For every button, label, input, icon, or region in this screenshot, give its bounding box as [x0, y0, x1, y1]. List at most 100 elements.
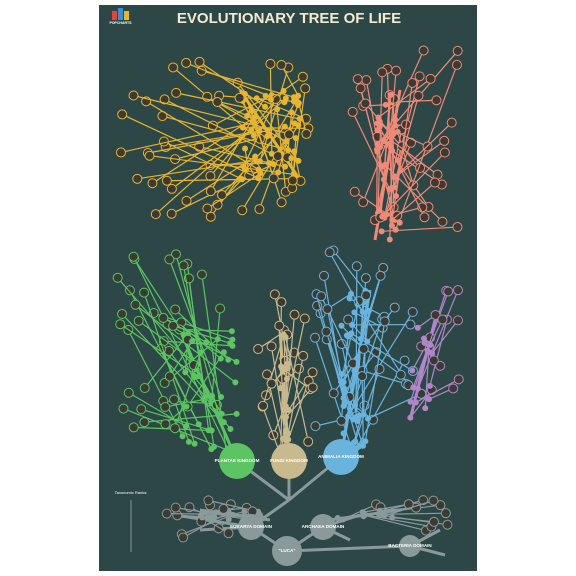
species-node — [168, 320, 179, 331]
branch-node — [283, 437, 290, 444]
species-node — [196, 269, 207, 280]
branch — [364, 321, 386, 442]
species-node — [443, 286, 454, 297]
species-node — [360, 98, 371, 109]
species-node — [160, 402, 171, 413]
species-node — [115, 147, 126, 158]
species-node — [181, 195, 192, 206]
branch — [285, 387, 314, 418]
domain-node — [399, 535, 421, 557]
branch-node — [288, 155, 295, 162]
branch-node — [262, 92, 269, 99]
species-node — [170, 304, 181, 315]
species-node — [430, 309, 441, 320]
branch-node — [232, 379, 239, 386]
species-node — [181, 57, 192, 68]
species-node — [266, 378, 277, 389]
species-node — [164, 254, 175, 265]
branch — [242, 98, 277, 167]
branch-node — [218, 410, 225, 417]
brand: POPCHARTS — [110, 21, 133, 25]
species-node — [418, 45, 429, 56]
species-node — [399, 355, 410, 366]
species-node — [428, 516, 439, 527]
branch — [277, 134, 290, 173]
species-node — [298, 350, 309, 361]
species-node — [425, 73, 436, 84]
branch — [395, 82, 413, 197]
species-node — [276, 59, 287, 70]
branch-node — [334, 514, 341, 521]
domain-node — [238, 514, 264, 540]
domain-label: EUKARYA DOMAIN — [230, 524, 273, 529]
species-node — [452, 315, 463, 326]
branch — [409, 389, 433, 419]
branch-node — [427, 341, 434, 348]
branch-node — [426, 396, 433, 403]
branch — [210, 95, 267, 192]
root-node — [272, 536, 302, 566]
branch-node — [295, 122, 302, 129]
branch-node — [185, 438, 192, 445]
branch-node — [282, 95, 289, 102]
branch — [256, 97, 307, 120]
branch-node — [252, 157, 259, 164]
branch — [377, 122, 428, 148]
species-node — [258, 400, 269, 411]
branch — [415, 378, 460, 403]
species-node — [171, 87, 182, 98]
branch — [393, 142, 412, 188]
kingdom-node — [323, 439, 359, 475]
branch — [217, 178, 243, 206]
branch — [217, 101, 248, 117]
branch — [171, 129, 252, 190]
species-node — [170, 502, 181, 513]
branch-node — [381, 512, 388, 519]
branch — [193, 364, 223, 415]
species-node — [272, 151, 283, 162]
species-node — [316, 291, 327, 302]
species-node — [358, 343, 369, 354]
species-node — [419, 212, 430, 223]
branch — [201, 516, 229, 534]
species-node — [428, 355, 439, 366]
branch — [183, 265, 215, 447]
species-node — [428, 495, 439, 506]
species-node — [170, 249, 181, 260]
branch — [298, 102, 307, 135]
kingdom-node — [271, 443, 307, 479]
root-label: "LUCA" — [278, 548, 295, 553]
branch — [175, 507, 249, 520]
branch-node — [378, 228, 385, 235]
branch — [172, 325, 231, 344]
domain-label: BACTERIA DOMAIN — [388, 543, 432, 548]
species-node — [133, 315, 144, 326]
branch-node — [203, 339, 210, 346]
branch-node — [374, 120, 381, 127]
species-node — [169, 394, 180, 405]
species-node — [202, 203, 213, 214]
branch-node — [282, 391, 289, 398]
species-node — [112, 272, 123, 283]
species-node — [139, 382, 150, 393]
branch-node — [349, 321, 356, 328]
branch-node — [386, 185, 393, 192]
branch-node — [375, 114, 382, 121]
species-node — [452, 45, 463, 56]
species-node — [205, 211, 216, 222]
branch — [340, 300, 360, 382]
branch-node — [280, 331, 287, 338]
branch-node — [364, 338, 371, 345]
branch-node — [392, 193, 399, 200]
branch — [377, 72, 383, 214]
branch — [392, 516, 435, 523]
species-node — [289, 309, 300, 320]
species-node — [347, 106, 358, 117]
species-node — [377, 67, 388, 78]
species-node — [144, 150, 155, 161]
branch — [149, 155, 294, 175]
species-node — [130, 299, 141, 310]
species-node — [234, 92, 245, 103]
species-node — [439, 135, 450, 146]
branch-node — [197, 349, 204, 356]
